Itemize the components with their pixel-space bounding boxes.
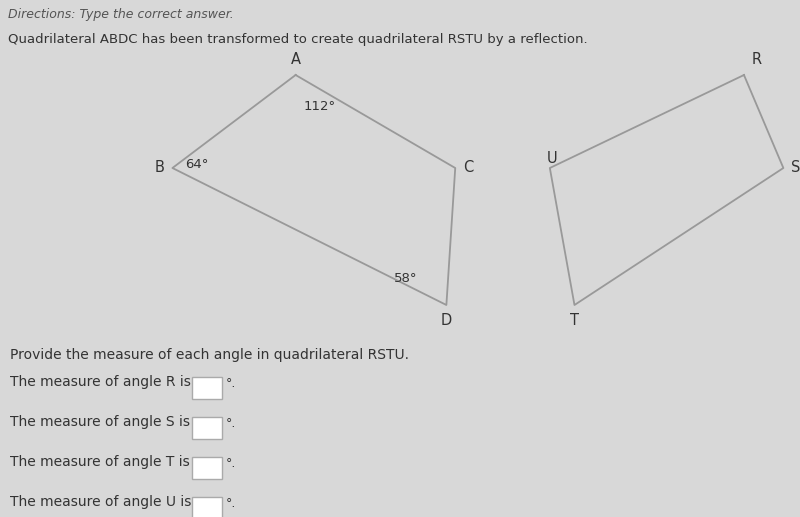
Text: 58°: 58° xyxy=(394,272,418,285)
Text: The measure of angle U is: The measure of angle U is xyxy=(10,495,191,509)
Text: D: D xyxy=(441,313,452,328)
FancyBboxPatch shape xyxy=(192,417,222,439)
Text: B: B xyxy=(154,160,165,175)
FancyBboxPatch shape xyxy=(192,497,222,517)
Text: T: T xyxy=(570,313,579,328)
Text: The measure of angle S is: The measure of angle S is xyxy=(10,415,190,429)
FancyBboxPatch shape xyxy=(192,457,222,479)
Text: The measure of angle R is: The measure of angle R is xyxy=(10,375,190,389)
Text: °.: °. xyxy=(226,377,236,390)
Text: 64°: 64° xyxy=(186,158,209,171)
Text: R: R xyxy=(752,52,762,67)
FancyBboxPatch shape xyxy=(192,377,222,399)
Text: A: A xyxy=(290,52,301,67)
Text: 112°: 112° xyxy=(303,100,336,113)
Text: The measure of angle T is: The measure of angle T is xyxy=(10,455,190,469)
Text: C: C xyxy=(463,160,474,175)
Text: Directions: Type the correct answer.: Directions: Type the correct answer. xyxy=(8,8,234,21)
Text: S: S xyxy=(791,160,800,175)
Text: Quadrilateral ABDC has been transformed to create quadrilateral RSTU by a reflec: Quadrilateral ABDC has been transformed … xyxy=(8,33,587,46)
Text: Provide the measure of each angle in quadrilateral RSTU.: Provide the measure of each angle in qua… xyxy=(10,348,409,362)
Text: °.: °. xyxy=(226,497,236,510)
Text: °.: °. xyxy=(226,457,236,470)
Text: U: U xyxy=(547,151,558,166)
Text: °.: °. xyxy=(226,417,236,430)
